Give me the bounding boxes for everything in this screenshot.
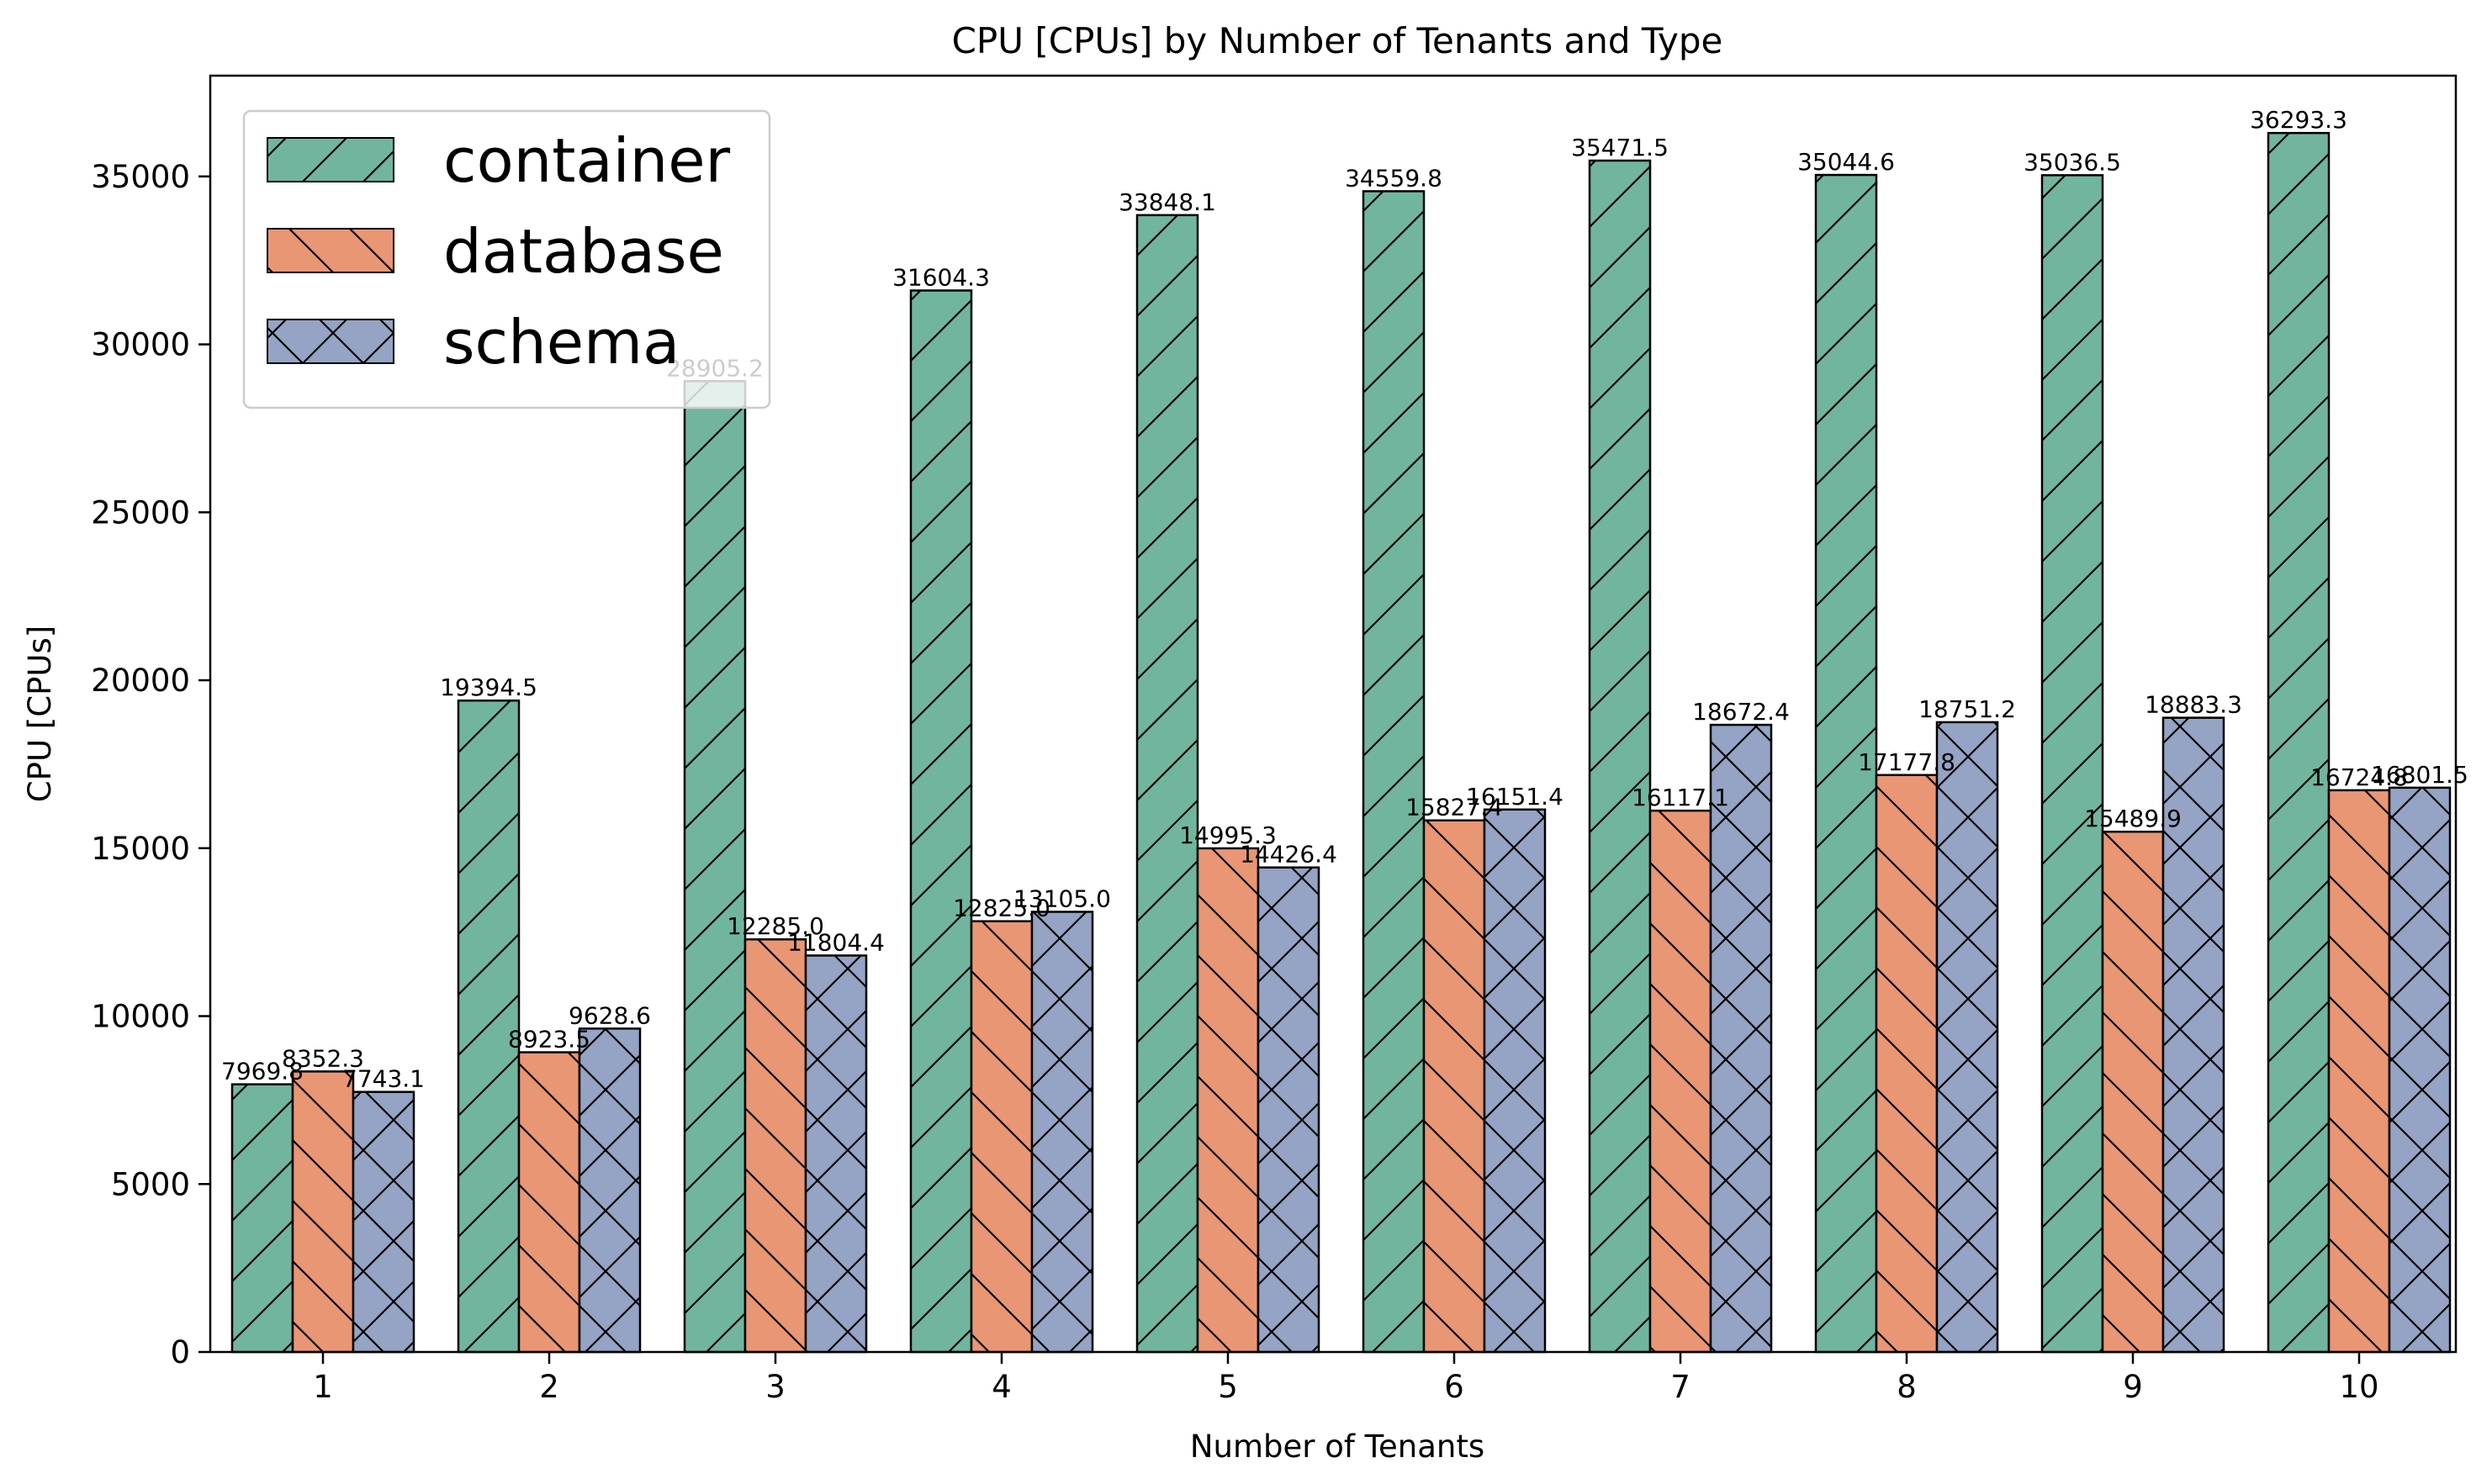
legend: container database schema (242, 109, 771, 409)
x-tick-label-7: 7 (1670, 1369, 1690, 1405)
bar-container-4-hatch (911, 290, 971, 1352)
bar-container-1-hatch (232, 1084, 293, 1352)
y-axis: 0 5000 10000 15000 20000 25000 30000 35000 (91, 159, 210, 1370)
bar-database-6-hatch (1424, 820, 1484, 1352)
bar-schema-10-hatch (2389, 787, 2450, 1352)
bar-database-4-hatch (971, 921, 1032, 1352)
value-label-schema-3: 11804.4 (787, 928, 885, 956)
y-axis-label: CPU [CPUs] (22, 626, 58, 802)
x-tick-label-6: 6 (1444, 1369, 1464, 1405)
value-label-schema-10: 16801.5 (2371, 761, 2468, 789)
x-tick-label-4: 4 (992, 1369, 1012, 1405)
y-tick-label-30000: 30000 (91, 327, 190, 363)
bar-database-1-hatch (293, 1071, 353, 1352)
value-label-schema-2: 9628.6 (569, 1001, 651, 1029)
bar-schema-9-hatch (2163, 717, 2224, 1352)
value-label-database-5: 14995.3 (1179, 821, 1277, 849)
y-tick-label-25000: 25000 (91, 494, 190, 531)
value-label-container-4: 31604.3 (892, 263, 990, 291)
value-label-schema-8: 18751.2 (1918, 695, 2016, 723)
value-label-container-9: 35036.5 (2024, 148, 2121, 176)
bar-container-5-hatch (1137, 214, 1198, 1353)
bars-layer (230, 131, 2452, 1354)
value-label-database-9: 15489.9 (2084, 805, 2182, 832)
x-axis: 1 2 3 4 5 6 7 8 9 10 (313, 1352, 2379, 1405)
value-label-database-8: 17177.8 (1858, 748, 1955, 776)
x-tick-label-10: 10 (2339, 1369, 2378, 1405)
x-tick-label-5: 5 (1218, 1369, 1238, 1405)
value-label-database-6: 15827.4 (1405, 794, 1503, 821)
value-label-container-6: 34559.8 (1345, 164, 1442, 192)
value-label-container-5: 33848.1 (1119, 188, 1216, 216)
y-tick-label-20000: 20000 (91, 663, 190, 699)
y-tick-label-35000: 35000 (91, 159, 190, 195)
legend-hatch-database (267, 229, 394, 272)
value-label-container-8: 35044.6 (1797, 148, 1895, 176)
x-tick-label-3: 3 (765, 1369, 786, 1405)
bar-container-10-hatch (2268, 133, 2329, 1352)
bar-database-9-hatch (2103, 832, 2163, 1352)
legend-item-container: container (267, 125, 731, 196)
value-label-schema-7: 18672.4 (1692, 698, 1790, 726)
bar-container-2-hatch (458, 700, 519, 1352)
value-label-container-1: 7969.8 (221, 1058, 304, 1085)
legend-label-container: container (443, 125, 731, 196)
value-label-database-4: 12825.0 (953, 895, 1050, 922)
value-label-database-2: 8923.5 (508, 1026, 590, 1054)
legend-label-schema: schema (443, 307, 680, 378)
bar-database-8-hatch (1876, 774, 1937, 1352)
bar-schema-7-hatch (1711, 725, 1771, 1352)
y-tick-label-15000: 15000 (91, 831, 190, 867)
value-label-database-10: 16724.8 (2310, 763, 2408, 791)
bar-database-3-hatch (745, 939, 806, 1352)
value-label-database-3: 12285.0 (727, 912, 824, 940)
bar-container-8-hatch (1816, 175, 1876, 1353)
legend-hatch-container (267, 138, 394, 182)
bar-database-2-hatch (519, 1052, 579, 1352)
y-tick-label-5000: 5000 (111, 1166, 190, 1202)
plot-frame (209, 74, 2458, 1354)
bar-database-10-hatch (2329, 790, 2389, 1352)
value-label-database-1: 8352.3 (282, 1044, 364, 1072)
legend-label-database: database (443, 216, 724, 287)
legend-item-schema: schema (267, 307, 680, 378)
bar-database-7-hatch (1650, 811, 1711, 1352)
value-label-container-7: 35471.5 (1571, 134, 1669, 161)
x-axis-label: Number of Tenants (1190, 1429, 1484, 1465)
chart-title: CPU [CPUs] by Number of Tenants and Type (952, 20, 1723, 61)
value-label-container-10: 36293.3 (2250, 106, 2347, 134)
bar-container-9-hatch (2042, 175, 2103, 1352)
value-label-database-7: 16117.1 (1632, 784, 1729, 811)
x-tick-label-8: 8 (1897, 1369, 1917, 1405)
value-label-container-2: 19394.5 (440, 673, 537, 701)
bar-container-6-hatch (1363, 191, 1424, 1352)
y-tick-label-10000: 10000 (91, 999, 190, 1035)
bar-database-5-hatch (1198, 848, 1258, 1352)
bar-schema-3-hatch (806, 955, 866, 1352)
bar-schema-4-hatch (1032, 911, 1093, 1352)
value-label-schema-9: 18883.3 (2145, 691, 2242, 719)
bar-schema-8-hatch (1937, 721, 1997, 1352)
bar-schema-6-hatch (1484, 809, 1545, 1352)
y-tick-label-0: 0 (170, 1334, 190, 1370)
bar-schema-5-hatch (1258, 867, 1319, 1352)
value-label-schema-5: 14426.4 (1240, 841, 1337, 869)
value-labels-layer: 7969.88352.37743.119394.58923.59628.6289… (221, 106, 2468, 1093)
bar-schema-1-hatch (353, 1091, 414, 1352)
x-tick-label-1: 1 (313, 1369, 333, 1405)
legend-hatch-schema (267, 320, 394, 363)
bar-container-7-hatch (1590, 161, 1650, 1352)
bar-container-3-hatch (685, 381, 745, 1352)
bar-schema-2-hatch (579, 1028, 640, 1352)
x-tick-label-9: 9 (2123, 1369, 2143, 1405)
value-label-schema-1: 7743.1 (342, 1065, 425, 1093)
value-label-schema-4: 13105.0 (1013, 885, 1111, 912)
x-tick-label-2: 2 (539, 1369, 559, 1405)
legend-item-database: database (267, 216, 724, 287)
value-label-schema-6: 16151.4 (1466, 783, 1563, 811)
